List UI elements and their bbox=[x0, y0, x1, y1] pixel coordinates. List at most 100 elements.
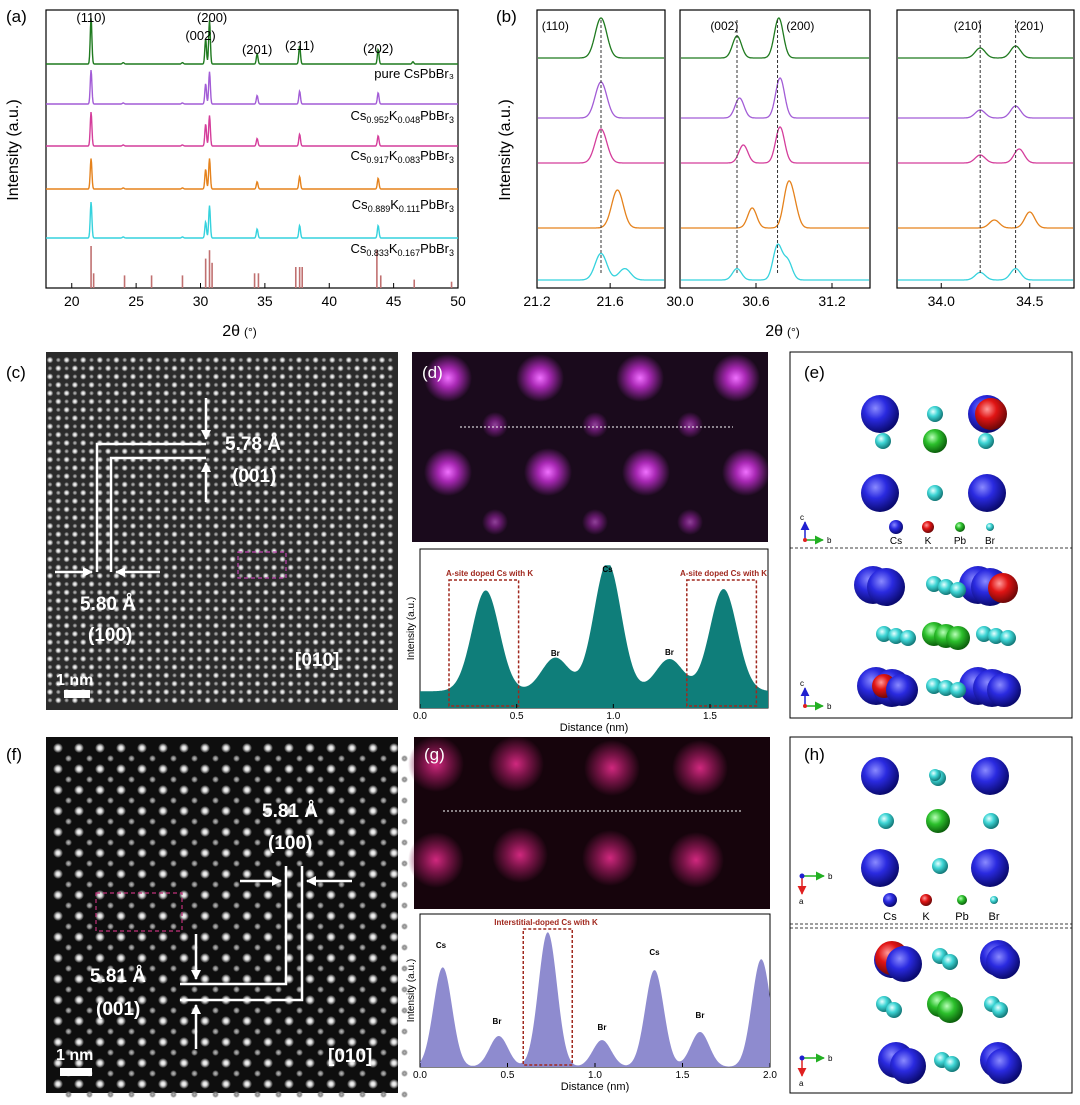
atom-column bbox=[359, 1091, 366, 1098]
atom-column bbox=[71, 697, 79, 704]
panel-label-a: (a) bbox=[6, 7, 27, 26]
eels-map-g: (g) bbox=[408, 736, 770, 909]
atom-column bbox=[179, 827, 189, 837]
atom-column bbox=[63, 356, 70, 364]
atom-column bbox=[255, 589, 260, 595]
atom-column bbox=[233, 944, 240, 951]
atom-column bbox=[138, 423, 144, 429]
atom-column bbox=[312, 688, 319, 696]
atom-column bbox=[229, 622, 236, 629]
atom-column bbox=[104, 398, 112, 405]
atom-column bbox=[370, 531, 378, 538]
atom-column bbox=[326, 974, 336, 984]
atom-column bbox=[65, 776, 72, 783]
atom-column bbox=[378, 638, 386, 646]
pink-blob bbox=[672, 740, 728, 796]
pink-blob bbox=[582, 830, 638, 886]
atom-column bbox=[154, 547, 162, 555]
atom-column bbox=[72, 540, 78, 546]
atom-column bbox=[170, 1070, 177, 1077]
atom-column bbox=[354, 672, 360, 678]
atom-column bbox=[317, 1091, 324, 1098]
magenta-blob bbox=[712, 354, 760, 402]
atom-column bbox=[279, 672, 286, 679]
atom-column bbox=[338, 818, 345, 825]
atom-column bbox=[205, 440, 211, 446]
atom-column bbox=[55, 614, 62, 621]
atom-column bbox=[163, 465, 169, 471]
atom-column bbox=[295, 589, 303, 596]
atom-column bbox=[346, 565, 352, 570]
atom-column bbox=[359, 797, 366, 804]
atom-column bbox=[71, 414, 79, 422]
atom-column bbox=[378, 622, 386, 629]
atom-column bbox=[337, 531, 344, 538]
atom-column bbox=[63, 589, 70, 596]
atom-column bbox=[221, 464, 228, 472]
atom-column bbox=[238, 473, 244, 479]
atom-column bbox=[80, 648, 86, 653]
atom-column bbox=[389, 806, 399, 816]
atom-column bbox=[295, 522, 303, 530]
atom-column bbox=[170, 797, 177, 804]
atom-column bbox=[242, 806, 252, 816]
atom-column bbox=[74, 953, 84, 963]
atom-column bbox=[338, 902, 345, 909]
atom-column bbox=[130, 648, 136, 653]
atom-column bbox=[295, 506, 303, 513]
atom-column bbox=[313, 598, 319, 604]
atom-column bbox=[345, 522, 353, 530]
atom-column bbox=[97, 548, 103, 554]
atom-column bbox=[64, 565, 70, 570]
atom-column bbox=[328, 622, 336, 629]
atom-column bbox=[345, 389, 353, 397]
atom-column bbox=[171, 647, 178, 654]
atom-column bbox=[296, 631, 302, 637]
atom-column bbox=[238, 689, 244, 695]
atom-column bbox=[147, 664, 153, 670]
atom-column bbox=[105, 689, 111, 695]
atom-column bbox=[213, 681, 219, 687]
atom-column bbox=[262, 539, 270, 546]
atom-column bbox=[262, 638, 270, 646]
atom-column bbox=[104, 597, 112, 604]
atom-column bbox=[337, 680, 344, 687]
atom-column bbox=[122, 589, 128, 595]
atom-column bbox=[213, 415, 219, 421]
atom-column bbox=[271, 656, 277, 662]
atom-column bbox=[263, 432, 269, 438]
br-atom bbox=[929, 769, 941, 781]
atom-column bbox=[121, 381, 128, 389]
atom-column bbox=[229, 655, 236, 663]
atom-column bbox=[262, 472, 270, 480]
k-atom bbox=[988, 573, 1018, 603]
atom-column bbox=[204, 531, 211, 538]
atom-column bbox=[74, 743, 84, 753]
atom-column bbox=[271, 374, 277, 380]
atom-column bbox=[296, 531, 302, 537]
atom-column bbox=[46, 522, 54, 530]
atom-column bbox=[328, 472, 336, 480]
atom-column bbox=[275, 755, 282, 762]
atom-column bbox=[347, 1079, 357, 1089]
atom-column bbox=[320, 580, 328, 588]
atom-column bbox=[242, 911, 252, 921]
atom-column bbox=[149, 944, 156, 951]
atom-column bbox=[295, 373, 303, 380]
atom-column bbox=[354, 506, 360, 512]
pb-atom bbox=[923, 429, 947, 453]
atom-column bbox=[389, 827, 399, 837]
cs-atom bbox=[971, 757, 1009, 795]
atom-column bbox=[116, 848, 126, 858]
atom-column bbox=[401, 839, 408, 846]
atom-column bbox=[212, 818, 219, 825]
atom-column bbox=[270, 547, 278, 555]
atom-column bbox=[79, 539, 87, 546]
atom-column bbox=[242, 1037, 252, 1047]
atom-column bbox=[237, 481, 245, 488]
magenta-blob bbox=[482, 509, 508, 535]
atom-column bbox=[89, 457, 94, 463]
atom-column bbox=[147, 399, 153, 404]
atom-column bbox=[149, 818, 156, 825]
atom-column bbox=[379, 697, 385, 703]
